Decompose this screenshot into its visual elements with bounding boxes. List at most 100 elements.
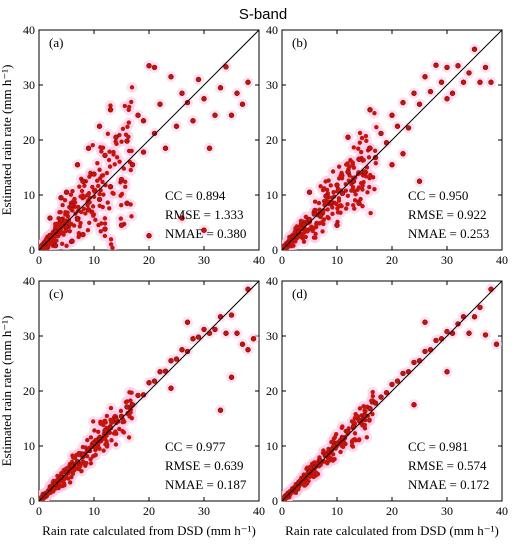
stat-nmae: NMAE = 0.187 — [165, 477, 247, 492]
data-point — [389, 162, 395, 168]
data-point — [364, 138, 369, 144]
data-point — [129, 214, 134, 219]
data-point — [140, 392, 147, 398]
y-tick-label: 10 — [23, 439, 35, 453]
data-point — [482, 64, 489, 71]
data-point — [367, 145, 373, 151]
data-point — [367, 175, 372, 181]
data-point — [416, 178, 423, 184]
data-point — [356, 417, 362, 423]
data-point — [91, 171, 97, 177]
data-point — [56, 485, 61, 491]
data-point — [117, 426, 122, 432]
data-point — [93, 447, 98, 453]
x-axis-title: Rain rate calculated from DSD (mm h⁻¹) — [285, 523, 499, 538]
figure-title: S-band — [239, 6, 287, 23]
data-point — [239, 341, 246, 347]
data-point — [493, 341, 500, 347]
data-point — [93, 217, 98, 223]
data-point — [65, 210, 70, 215]
data-point — [378, 130, 384, 137]
data-point — [356, 200, 362, 206]
data-point — [162, 145, 169, 151]
data-point — [151, 130, 158, 137]
data-point — [69, 202, 75, 209]
y-tick-label: 20 — [266, 133, 278, 147]
data-point — [146, 380, 152, 386]
data-point — [324, 187, 330, 193]
data-point — [320, 219, 325, 224]
x-tick-label: 40 — [253, 253, 265, 267]
data-point — [365, 190, 370, 195]
data-point — [367, 405, 373, 412]
data-point — [124, 138, 130, 144]
data-point — [336, 164, 342, 169]
x-axis-title: Rain rate calculated from DSD (mm h⁻¹) — [42, 523, 256, 538]
data-point — [234, 90, 240, 96]
data-point — [184, 99, 191, 106]
data-point — [68, 192, 74, 197]
y-tick-label: 40 — [266, 23, 278, 37]
data-point — [323, 179, 328, 184]
data-point — [79, 468, 84, 474]
data-point — [87, 195, 93, 200]
data-point — [477, 79, 483, 85]
y-tick-label: 20 — [266, 384, 278, 398]
y-tick-label: 30 — [23, 329, 35, 343]
data-point — [306, 189, 313, 195]
data-point — [345, 429, 351, 435]
data-point — [111, 152, 116, 157]
data-point — [146, 233, 152, 239]
data-point — [111, 431, 117, 436]
data-point — [101, 192, 106, 197]
y-axis-title: Estimated rain rate (mm h⁻¹) — [0, 65, 14, 216]
data-point — [103, 420, 108, 425]
data-point — [310, 226, 316, 232]
data-point — [350, 185, 356, 190]
y-tick-label: 0 — [272, 494, 278, 508]
data-point — [157, 369, 163, 375]
data-point — [104, 433, 109, 438]
data-point — [389, 112, 395, 118]
data-point — [313, 231, 318, 237]
data-point — [129, 148, 134, 154]
data-point — [389, 381, 395, 388]
data-point — [128, 398, 133, 403]
data-point — [411, 402, 417, 408]
data-point — [63, 469, 70, 476]
data-point — [339, 170, 344, 176]
data-point — [444, 369, 450, 375]
stat-cc: CC = 0.977 — [165, 439, 226, 454]
data-point — [85, 207, 92, 213]
data-point — [76, 230, 82, 236]
data-point — [245, 79, 251, 85]
data-point — [460, 79, 467, 85]
x-tick-label: 20 — [143, 504, 155, 518]
data-point — [88, 435, 94, 440]
data-point — [140, 149, 147, 155]
data-point — [81, 206, 87, 212]
data-point — [52, 242, 59, 249]
data-point — [364, 435, 370, 440]
data-point — [363, 409, 368, 414]
data-point — [471, 314, 478, 320]
data-point — [67, 480, 73, 485]
data-point — [125, 124, 130, 130]
data-point — [76, 204, 81, 210]
panel-a: 0 10 20 30 40 0 10 20 30 40 (a) CC = 0.894 RMSE = 1.… — [0, 23, 265, 267]
data-point — [339, 425, 345, 431]
data-point — [102, 152, 108, 159]
data-point — [151, 64, 158, 71]
data-point — [335, 206, 340, 211]
stat-cc: CC = 0.981 — [408, 439, 468, 454]
data-point — [360, 203, 365, 209]
data-point — [201, 96, 207, 102]
data-point — [444, 328, 450, 335]
data-point — [107, 206, 112, 211]
points-layer — [282, 43, 497, 250]
data-point — [85, 203, 90, 208]
data-point — [90, 419, 96, 424]
data-point — [359, 135, 365, 141]
data-point — [98, 229, 103, 234]
data-point — [372, 400, 379, 406]
